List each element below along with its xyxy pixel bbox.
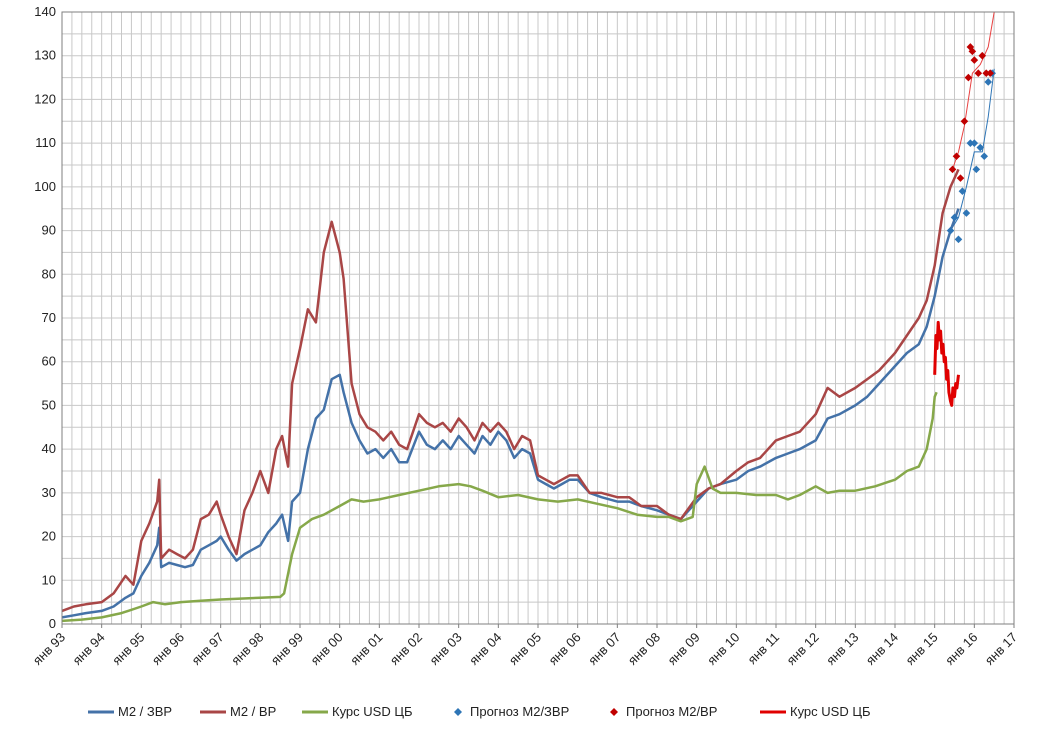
x-tick-label: янв 96: [149, 630, 187, 668]
x-tick-label: янв 03: [426, 630, 464, 668]
series-point-4: [978, 51, 987, 60]
x-tick-label: янв 11: [744, 630, 782, 668]
series-point-4: [968, 47, 977, 56]
x-tick-label: янв 01: [347, 630, 385, 668]
forecast-guide-line: [950, 68, 995, 231]
series-point-3: [962, 209, 971, 217]
x-tick-label: янв 14: [863, 630, 901, 668]
legend-label: Прогноз М2/ВР: [626, 704, 717, 719]
x-tick-label: янв 02: [387, 630, 425, 668]
series-point-3: [958, 187, 967, 196]
y-tick-label: 90: [42, 223, 56, 238]
y-tick-label: 140: [34, 4, 56, 19]
series-point-4: [956, 174, 965, 182]
series-point-3: [984, 78, 993, 86]
y-tick-label: 70: [42, 310, 56, 325]
x-tick-label: янв 07: [585, 630, 623, 668]
series-line-0: [61, 208, 960, 619]
y-tick-label: 110: [35, 135, 56, 150]
x-tick-label: янв 04: [466, 630, 504, 668]
y-axis-ticks: 0 10 20 30 40 50 60 70 80 90 100 110 120 130 140: [34, 4, 56, 631]
series-point-3: [972, 165, 981, 174]
series-point-4: [948, 165, 957, 174]
x-tick-label: янв 15: [902, 630, 940, 668]
series-point-3: [966, 139, 975, 147]
x-tick-label: янв 93: [30, 630, 68, 668]
y-tick-label: 10: [42, 572, 56, 587]
series-point-4: [960, 117, 969, 126]
x-tick-label: янв 05: [506, 630, 544, 668]
y-tick-label: 50: [42, 397, 56, 412]
series-point-4: [964, 73, 973, 82]
x-tick-label: янв 09: [664, 630, 702, 668]
y-tick-label: 0: [49, 616, 56, 631]
x-tick-label: янв 06: [545, 630, 583, 668]
series-point-3: [954, 235, 963, 244]
series-point-3: [950, 213, 959, 222]
gridlines: [61, 11, 1015, 625]
x-tick-label: янв 99: [268, 630, 306, 668]
series-point-4: [982, 69, 991, 77]
y-tick-label: 80: [42, 266, 56, 281]
x-tick-label: янв 95: [109, 630, 147, 668]
x-tick-label: янв 00: [307, 630, 345, 668]
x-tick-label: янв 97: [188, 630, 226, 668]
y-tick-label: 40: [42, 441, 56, 456]
x-tick-label: янв 08: [625, 630, 663, 668]
series-point-4: [974, 69, 983, 77]
x-tick-label: янв 10: [704, 630, 742, 668]
data-series: [61, 11, 996, 623]
series-point-3: [976, 143, 985, 152]
series-line-2: [61, 391, 938, 623]
legend-label: М2 / ВР: [230, 704, 276, 719]
y-tick-label: 30: [42, 485, 56, 500]
y-tick-label: 100: [34, 179, 56, 194]
forecast-guide-line: [952, 11, 995, 170]
legend-swatch: [454, 708, 462, 716]
x-tick-label: янв 94: [69, 630, 107, 668]
series-point-4: [966, 43, 975, 51]
x-tick-label: янв 13: [823, 630, 861, 668]
y-tick-label: 120: [34, 91, 56, 106]
y-tick-label: 60: [42, 354, 56, 369]
y-tick-label: 130: [34, 48, 56, 63]
series-line-5: [933, 320, 960, 407]
x-tick-label: янв 12: [783, 630, 821, 668]
series-line-1: [61, 168, 960, 613]
x-axis-ticks: янв 93 янв 94 янв 95 янв 96 янв 97 янв 98 янв …: [30, 624, 1020, 668]
legend: М2 / ЗВР М2 / ВР Курс USD ЦБ Прогноз М2/ЗВР…: [88, 704, 870, 719]
series-point-3: [970, 139, 979, 147]
series-point-4: [952, 152, 961, 161]
series-point-3: [946, 226, 955, 235]
y-tick-label: 20: [42, 529, 56, 544]
legend-label: Прогноз М2/ЗВР: [470, 704, 569, 719]
series-point-4: [986, 69, 994, 77]
legend-label: М2 / ЗВР: [118, 704, 172, 719]
x-tick-label: янв 16: [942, 630, 980, 668]
x-tick-label: янв 98: [228, 630, 266, 668]
plot-border: [61, 11, 1015, 625]
legend-swatch: [610, 708, 618, 716]
series-point-4: [970, 56, 979, 64]
x-tick-label: янв 17: [982, 630, 1020, 668]
legend-label: Курс USD ЦБ: [790, 704, 870, 719]
legend-label: Курс USD ЦБ: [332, 704, 412, 719]
series-point-3: [980, 152, 989, 161]
